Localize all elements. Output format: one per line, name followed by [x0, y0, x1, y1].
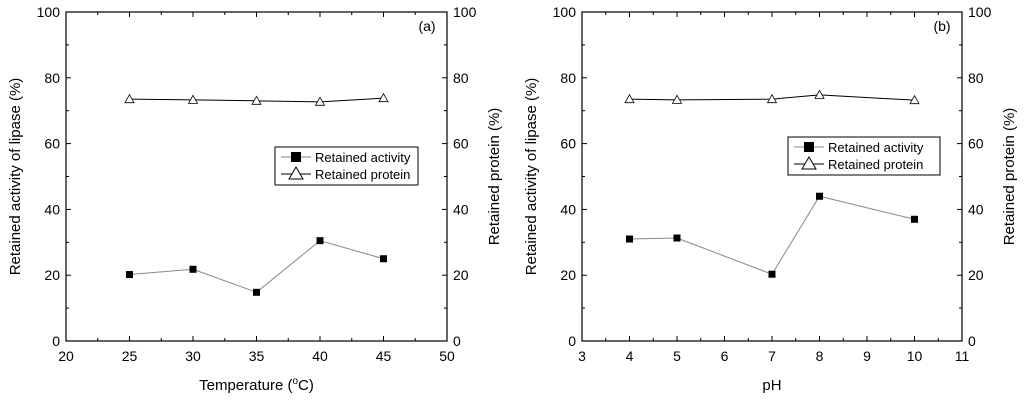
y-tick-label-right: 80 [453, 70, 469, 86]
data-point-activity [189, 265, 197, 273]
legend: Retained activity Retained protein [787, 136, 941, 176]
y-tick-label-left: 20 [44, 267, 60, 283]
data-point-activity [253, 288, 260, 296]
y-tick-label-right: 60 [968, 136, 984, 152]
legend-marker-triangle-icon [288, 166, 304, 180]
panel-label: (b) [933, 18, 950, 34]
x-tick-label: 3 [578, 348, 586, 364]
y-tick-label-left: 0 [568, 333, 576, 349]
x-tick-label: 8 [816, 348, 824, 364]
legend-label: Retained protein [828, 157, 923, 172]
data-point-activity [768, 270, 776, 278]
legend-marker-square-icon [804, 142, 814, 152]
y-tick-label-right: 20 [968, 267, 984, 283]
data-point-activity [626, 235, 633, 243]
y-tick-label-left: 20 [560, 267, 576, 283]
data-point-protein [187, 94, 199, 104]
x-tick-label: 20 [58, 348, 74, 364]
x-tick-label: 9 [863, 348, 871, 364]
y-tick-label-right: 60 [453, 136, 469, 152]
y-tick-label-right: 100 [968, 4, 992, 20]
y-axis-label-left: Retained activity of lipase (%) [523, 78, 540, 276]
data-point-protein [814, 89, 825, 99]
x-axis-label: Temperature (oC) [199, 376, 314, 394]
x-tick-label: 25 [122, 348, 138, 364]
y-tick-label-left: 40 [44, 201, 60, 217]
x-tick-label: 11 [955, 348, 970, 364]
x-tick-label: 40 [312, 348, 328, 364]
x-tick-label: 10 [907, 348, 923, 364]
data-point-protein [766, 93, 778, 104]
legend-marker-square-icon [291, 152, 301, 162]
plot-frame [581, 11, 963, 342]
data-point-activity [673, 234, 681, 242]
data-point-protein [671, 94, 683, 104]
legend-marker-triangle-icon [801, 156, 817, 170]
x-tick-label: 6 [721, 348, 729, 364]
x-axis-label: pH [762, 377, 781, 394]
y-tick-label-left: 80 [560, 70, 576, 86]
data-point-activity [816, 192, 823, 200]
data-point-protein [909, 94, 920, 105]
x-tick-label: 5 [673, 348, 681, 364]
y-tick-label-right: 80 [968, 70, 984, 86]
y-axis-label-right: Retained protein (%) [1001, 108, 1018, 246]
data-point-activity [126, 271, 133, 279]
x-tick-label: 4 [626, 348, 634, 364]
data-point-activity [316, 237, 324, 245]
y-tick-label-left: 100 [553, 4, 577, 20]
data-point-protein [251, 95, 262, 105]
x-tick-label: 30 [185, 348, 201, 364]
y-tick-label-right: 100 [453, 4, 477, 20]
data-point-protein [378, 92, 389, 103]
y-tick-label-right: 0 [968, 333, 976, 349]
data-point-activity [911, 215, 918, 223]
x-axis-label-main: pH [762, 377, 781, 394]
x-tick-label: 7 [768, 348, 776, 364]
y-tick-label-left: 60 [560, 136, 576, 152]
y-tick-label-right: 40 [968, 201, 984, 217]
y-tick-label-left: 60 [44, 136, 60, 152]
x-axis-label-tail: C) [298, 377, 314, 394]
x-axis-label-main: Temperature ( [199, 377, 292, 394]
y-tick-label-left: 80 [44, 70, 60, 86]
legend-label: Retained protein [315, 167, 410, 182]
legend-label: Retained activity [828, 140, 924, 155]
y-tick-label-left: 100 [37, 4, 61, 20]
data-point-activity [380, 255, 387, 263]
x-tick-label: 45 [376, 348, 392, 364]
y-tick-label-right: 0 [453, 333, 461, 349]
x-tick-label: 50 [439, 348, 455, 364]
y-tick-label-right: 40 [453, 201, 469, 217]
series-line-activity [629, 195, 915, 275]
legend-label: Retained activity [315, 150, 411, 165]
data-point-protein [624, 93, 635, 104]
y-tick-label-left: 40 [560, 201, 576, 217]
series-line-activity [129, 240, 384, 293]
x-tick-label: 35 [249, 348, 265, 364]
y-tick-label-right: 20 [453, 267, 469, 283]
data-point-protein [124, 93, 135, 104]
y-tick-label-left: 0 [52, 333, 60, 349]
panel-label: (a) [418, 18, 435, 34]
legend: Retained activity Retained protein [274, 146, 419, 186]
y-axis-label-right: Retained protein (%) [486, 108, 503, 246]
x-axis-label-superscript: o [292, 376, 298, 387]
y-axis-label-left: Retained activity of lipase (%) [7, 78, 24, 276]
data-point-protein [314, 96, 326, 106]
